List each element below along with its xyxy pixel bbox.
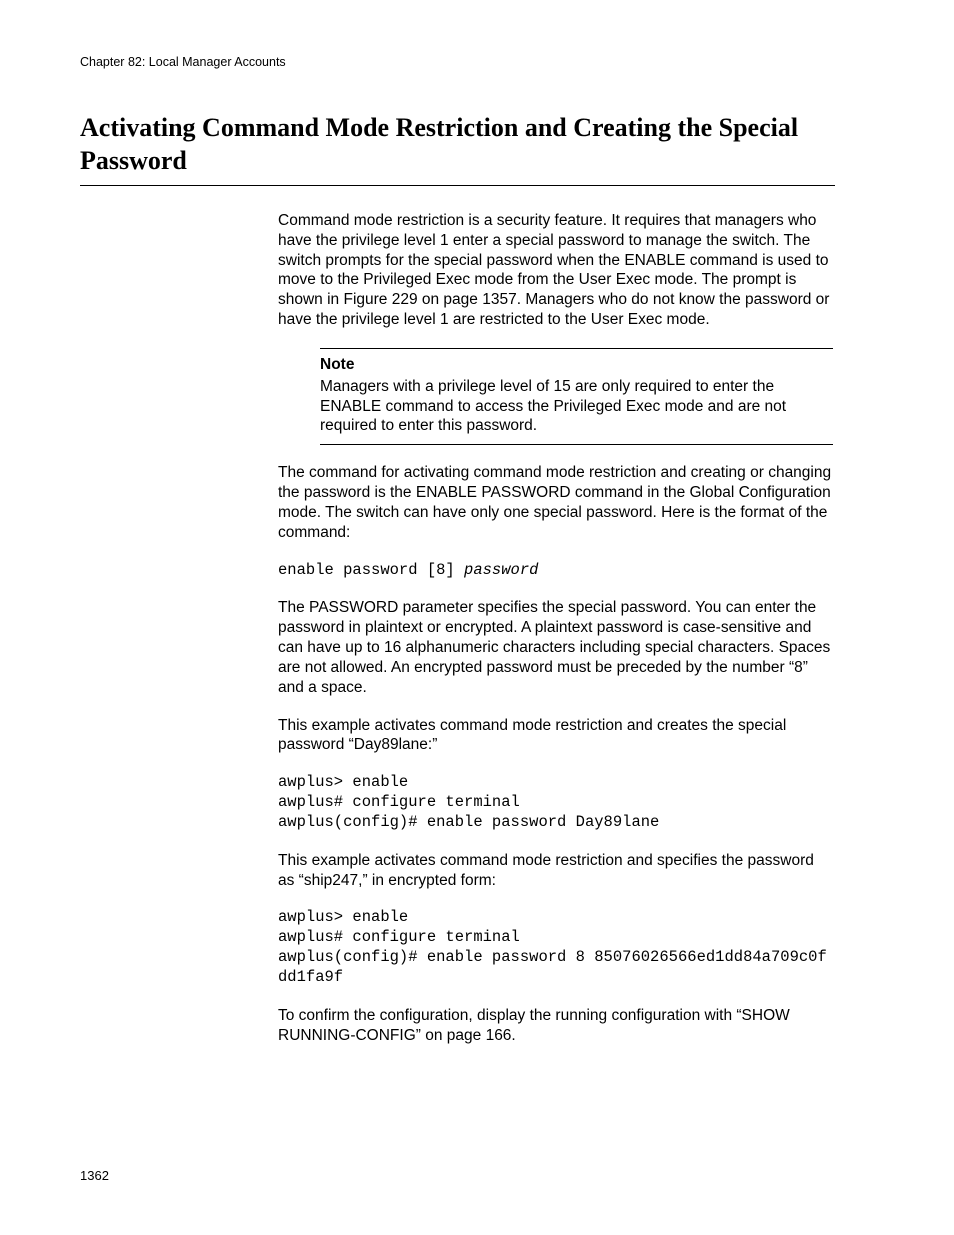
cmd-arg: password xyxy=(464,561,538,579)
command-format: enable password [8] password xyxy=(278,561,833,581)
note-box: Note Managers with a privilege level of … xyxy=(320,348,833,445)
note-label: Note xyxy=(320,355,833,375)
body-column: Command mode restriction is a security f… xyxy=(278,211,833,1063)
page: Chapter 82: Local Manager Accounts Activ… xyxy=(0,0,954,1235)
example1-code: awplus> enable awplus# configure termina… xyxy=(278,773,833,832)
page-number: 1362 xyxy=(80,1168,109,1183)
cmd-prefix: enable password [8] xyxy=(278,561,464,579)
section-title: Activating Command Mode Restriction and … xyxy=(80,112,835,186)
example1-intro: This example activates command mode rest… xyxy=(278,716,833,756)
note-body: Managers with a privilege level of 15 ar… xyxy=(320,378,786,435)
example2-intro: This example activates command mode rest… xyxy=(278,851,833,891)
chapter-header: Chapter 82: Local Manager Accounts xyxy=(80,55,286,69)
password-param-paragraph: The PASSWORD parameter specifies the spe… xyxy=(278,598,833,697)
confirm-paragraph: To confirm the configuration, display th… xyxy=(278,1006,833,1046)
example2-code: awplus> enable awplus# configure termina… xyxy=(278,908,833,987)
format-intro-paragraph: The command for activating command mode … xyxy=(278,463,833,542)
intro-paragraph: Command mode restriction is a security f… xyxy=(278,211,833,330)
